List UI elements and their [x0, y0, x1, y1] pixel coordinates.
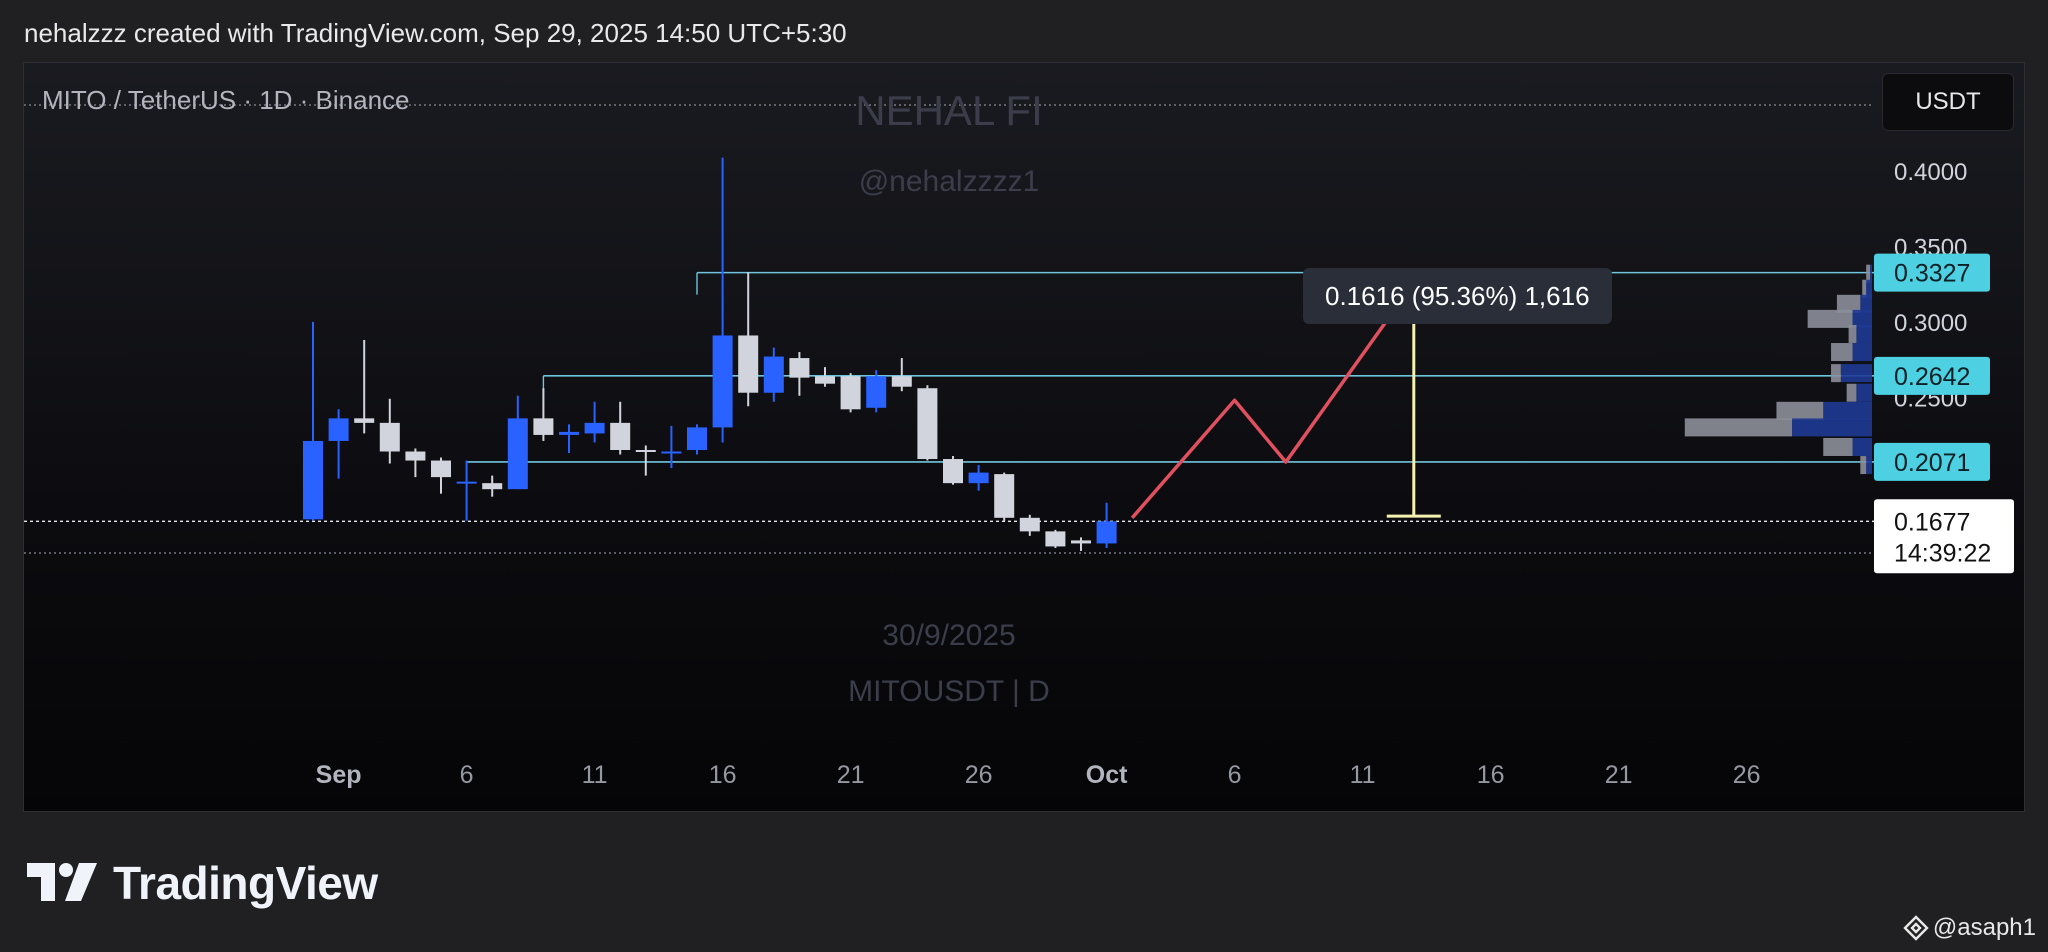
- price-label-text: 0.2071: [1894, 449, 1970, 477]
- y-axis-tick-label: 0.4000: [1894, 159, 1967, 186]
- volume-profile-bar-down: [1866, 264, 1871, 283]
- volume-profile-bar-up: [1852, 343, 1872, 362]
- candle: [584, 422, 605, 434]
- price-chart[interactable]: NEHAL FI @nehalzzzz1 30/9/2025 MITOUSDT …: [24, 63, 2024, 811]
- candle: [866, 376, 887, 408]
- x-axis-tick-label: 26: [965, 761, 993, 789]
- y-axis-tick-label: 0.3000: [1894, 310, 1967, 337]
- volume-profile-bar-up: [1866, 456, 1872, 475]
- last-price-box: [1874, 499, 2014, 574]
- volume-profile-bar-up: [1866, 279, 1872, 298]
- credit: @asaph1: [1903, 914, 2036, 942]
- x-axis-tick-label: 16: [709, 761, 737, 789]
- candle: [1096, 521, 1117, 544]
- x-axis-tick-label: 11: [1350, 761, 1376, 789]
- candle: [482, 483, 503, 490]
- volume-profile-bar-up: [1823, 401, 1872, 420]
- volume-profile-bar-up: [1792, 418, 1872, 437]
- candle: [328, 418, 349, 441]
- volume-profile-bar-up: [1852, 437, 1872, 456]
- candle: [507, 418, 528, 490]
- candle: [815, 376, 835, 384]
- candle: [303, 440, 323, 520]
- candle: [738, 335, 759, 393]
- candle: [559, 431, 579, 435]
- volume-profile-bar-down: [1807, 309, 1853, 328]
- x-axis-tick-label: 16: [1477, 761, 1505, 789]
- x-axis-tick-label: Sep: [316, 761, 362, 789]
- volume-profile-bar-down: [1860, 456, 1867, 475]
- candle: [840, 376, 861, 410]
- candle: [1019, 517, 1040, 532]
- price-label-box: [1874, 356, 1990, 395]
- measure-tooltip: 0.1616 (95.36%) 1,616: [1303, 268, 1612, 324]
- price-label-text: 0.2642: [1894, 363, 1970, 391]
- candle: [354, 418, 375, 423]
- candle: [635, 449, 656, 452]
- candle: [994, 474, 1015, 518]
- candle: [917, 388, 938, 460]
- symbol-title[interactable]: MITO / TetherUS · 1D · Binance: [42, 85, 410, 115]
- candle: [610, 422, 631, 450]
- volume-profile-bar-up: [1856, 324, 1872, 343]
- volume-profile-bar-up: [1856, 383, 1872, 402]
- volume-profile-bar-down: [1776, 401, 1824, 420]
- candle: [789, 358, 810, 378]
- watermark-ticker: MITOUSDT | D: [848, 675, 1050, 708]
- volume-profile-bar-down: [1831, 343, 1853, 362]
- candle: [456, 481, 477, 484]
- volume-profile-bar-down: [1862, 279, 1867, 298]
- x-axis-tick-label: 11: [582, 761, 608, 789]
- x-axis-tick-label: Oct: [1086, 761, 1128, 789]
- candle: [712, 335, 733, 428]
- candle: [661, 451, 682, 454]
- watermark-name: NEHAL FI: [855, 87, 1042, 134]
- watermark-date: 30/9/2025: [882, 619, 1015, 652]
- tradingview-wordmark: TradingView: [113, 857, 378, 909]
- x-axis-tick-label: 26: [1733, 761, 1761, 789]
- binance-icon: [1903, 915, 1929, 941]
- countdown-text: 14:39:22: [1894, 539, 1991, 567]
- projection-path: [1130, 281, 1416, 519]
- candle: [968, 472, 989, 484]
- price-label-box: [1874, 442, 1990, 481]
- tradingview-logo[interactable]: TradingView: [27, 856, 378, 910]
- volume-profile-bar-down: [1836, 294, 1861, 313]
- candle: [891, 376, 912, 387]
- x-axis-tick-label: 21: [837, 761, 865, 789]
- price-label-box: [1874, 253, 1990, 292]
- volume-profile-bar-up: [1852, 309, 1872, 328]
- candle: [431, 460, 451, 478]
- volume-profile-bar-down: [1831, 364, 1841, 383]
- currency-button[interactable]: USDT: [1882, 73, 2014, 131]
- candle: [1071, 540, 1091, 544]
- tradingview-logo-icon: [27, 863, 97, 901]
- candle: [1045, 531, 1066, 547]
- credit-handle: @asaph1: [1932, 914, 2036, 941]
- volume-profile-bar-up: [1860, 294, 1872, 313]
- candle: [405, 451, 426, 461]
- volume-profile-bar-up: [1840, 364, 1872, 383]
- volume-profile-bar-down: [1846, 383, 1857, 402]
- candle: [943, 459, 963, 484]
- x-axis-tick-label: 21: [1605, 761, 1633, 789]
- last-price-text: 0.1677: [1894, 508, 1970, 536]
- candle: [379, 422, 400, 452]
- chart-caption: nehalzzz created with TradingView.com, S…: [24, 18, 847, 48]
- volume-profile-bar-up: [1870, 264, 1872, 283]
- x-axis-tick-label: 6: [460, 761, 474, 789]
- x-axis-tick-label: 6: [1228, 761, 1242, 789]
- volume-profile-bar-down: [1823, 437, 1853, 456]
- watermark-handle: @nehalzzzz1: [859, 165, 1040, 198]
- chart-panel[interactable]: NEHAL FI @nehalzzzz1 30/9/2025 MITOUSDT …: [23, 62, 2025, 812]
- candle: [763, 356, 784, 393]
- candle: [687, 427, 707, 450]
- volume-profile-bar-down: [1848, 324, 1857, 343]
- volume-profile-bar-down: [1684, 418, 1793, 437]
- candle: [533, 418, 554, 435]
- price-label-text: 0.3327: [1894, 260, 1970, 288]
